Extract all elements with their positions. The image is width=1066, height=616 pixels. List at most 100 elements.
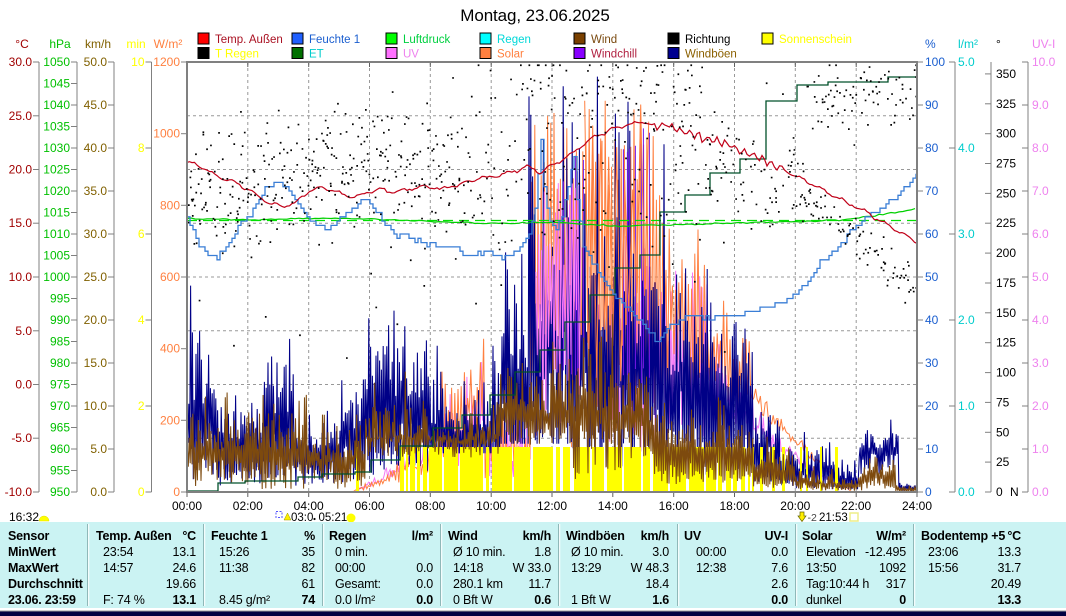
- svg-text:hPa: hPa: [49, 37, 71, 51]
- svg-text:225: 225: [996, 216, 1016, 230]
- svg-text:15:56: 15:56: [928, 561, 959, 575]
- svg-text:10:00: 10:00: [476, 499, 506, 513]
- svg-text:1000: 1000: [43, 270, 70, 284]
- svg-text:10: 10: [925, 442, 939, 456]
- svg-text:18:00: 18:00: [719, 499, 749, 513]
- svg-text:14:57: 14:57: [103, 561, 134, 575]
- svg-text:150: 150: [996, 306, 1016, 320]
- svg-text:23:54: 23:54: [103, 545, 134, 559]
- svg-text:75: 75: [996, 395, 1010, 409]
- svg-text:16:00: 16:00: [659, 499, 689, 513]
- svg-text:4: 4: [138, 313, 145, 327]
- svg-text:12:38: 12:38: [696, 561, 727, 575]
- svg-text:100: 100: [996, 366, 1016, 380]
- svg-text:F: 74 %: F: 74 %: [103, 593, 145, 607]
- svg-text:8.0: 8.0: [1032, 141, 1049, 155]
- svg-text:13.3: 13.3: [997, 545, 1021, 559]
- svg-text:2: 2: [138, 399, 145, 413]
- svg-text:Solar: Solar: [802, 529, 833, 543]
- svg-text:30.0: 30.0: [9, 55, 33, 69]
- svg-text:MaxWert: MaxWert: [8, 561, 60, 575]
- svg-text:02:00: 02:00: [233, 499, 263, 513]
- svg-text:Windböen: Windböen: [685, 49, 737, 61]
- svg-text:990: 990: [50, 313, 70, 327]
- svg-text:280.1 km: 280.1 km: [453, 577, 503, 591]
- svg-text:995: 995: [50, 292, 70, 306]
- svg-text:6: 6: [138, 227, 145, 241]
- svg-text:11.7: 11.7: [528, 577, 551, 591]
- svg-text:Sensor: Sensor: [8, 529, 50, 543]
- svg-text:200: 200: [996, 246, 1016, 260]
- svg-text:13:29: 13:29: [571, 561, 602, 575]
- svg-text:Gesamt:: Gesamt:: [335, 577, 381, 591]
- svg-text:1 Bft W: 1 Bft W: [571, 593, 611, 607]
- svg-text:1050: 1050: [43, 55, 70, 69]
- svg-text:0.0: 0.0: [958, 485, 975, 499]
- svg-text:23:06: 23:06: [928, 545, 959, 559]
- svg-text:1010: 1010: [43, 227, 70, 241]
- svg-text:-5.0: -5.0: [11, 431, 32, 445]
- svg-text:300: 300: [996, 127, 1016, 141]
- svg-text:20:00: 20:00: [780, 499, 810, 513]
- svg-text:Richtung: Richtung: [685, 34, 730, 46]
- svg-text:40: 40: [925, 313, 939, 327]
- svg-text:4.0: 4.0: [958, 141, 975, 155]
- svg-text:13.1: 13.1: [172, 593, 196, 607]
- svg-text:0.6: 0.6: [534, 593, 551, 607]
- svg-text:16:32: 16:32: [9, 510, 39, 524]
- svg-text:12:00: 12:00: [537, 499, 567, 513]
- svg-text:3.0: 3.0: [652, 545, 669, 559]
- svg-text:7.0: 7.0: [1032, 184, 1049, 198]
- svg-text:1092: 1092: [879, 561, 906, 575]
- svg-text:Wind: Wind: [448, 529, 478, 543]
- svg-text:04:00: 04:00: [294, 499, 324, 513]
- svg-text:90: 90: [925, 98, 939, 112]
- svg-text:35.0: 35.0: [84, 184, 108, 198]
- svg-text:Durchschnitt: Durchschnitt: [8, 577, 84, 591]
- svg-text:1040: 1040: [43, 98, 70, 112]
- svg-text:%: %: [304, 529, 315, 543]
- svg-text:20.0: 20.0: [9, 163, 33, 177]
- svg-text:4.0: 4.0: [1032, 313, 1049, 327]
- svg-text:30.0: 30.0: [84, 227, 108, 241]
- svg-text:°C: °C: [15, 37, 29, 51]
- svg-text:24:00: 24:00: [902, 499, 932, 513]
- svg-text:600: 600: [160, 270, 180, 284]
- svg-text:61: 61: [301, 577, 315, 591]
- svg-text:dunkel: dunkel: [806, 593, 842, 607]
- svg-text:W/m²: W/m²: [876, 529, 906, 543]
- svg-text:00:00: 00:00: [335, 561, 366, 575]
- svg-text:100: 100: [925, 55, 945, 69]
- svg-text:Windböen: Windböen: [566, 529, 625, 543]
- svg-text:-10.0: -10.0: [5, 485, 33, 499]
- svg-text:0: 0: [996, 485, 1003, 499]
- svg-text:1005: 1005: [43, 249, 70, 263]
- svg-text:965: 965: [50, 421, 70, 435]
- svg-text:1.8: 1.8: [534, 545, 551, 559]
- svg-text:1015: 1015: [43, 206, 70, 220]
- svg-text:%: %: [925, 37, 936, 51]
- svg-text:60: 60: [925, 227, 939, 241]
- svg-text:00:00: 00:00: [172, 499, 202, 513]
- svg-text:Windchill: Windchill: [591, 49, 637, 61]
- svg-text:10.0: 10.0: [1032, 55, 1056, 69]
- svg-text:UV-I: UV-I: [1032, 37, 1055, 51]
- svg-text:6.0: 6.0: [1032, 227, 1049, 241]
- svg-text:22:00: 22:00: [841, 499, 871, 513]
- svg-text:200: 200: [160, 413, 180, 427]
- svg-text:20: 20: [925, 399, 939, 413]
- svg-text:1200: 1200: [153, 55, 180, 69]
- svg-text:km/h: km/h: [85, 37, 111, 51]
- svg-text:Ø 10 min.: Ø 10 min.: [571, 545, 623, 559]
- svg-text:0.0: 0.0: [1032, 485, 1049, 499]
- svg-text:800: 800: [160, 198, 180, 212]
- svg-text:13:50: 13:50: [806, 561, 837, 575]
- svg-text:31.7: 31.7: [997, 561, 1021, 575]
- svg-text:10: 10: [131, 55, 145, 69]
- svg-text:15.0: 15.0: [9, 216, 33, 230]
- svg-text:Elevation: Elevation: [806, 545, 856, 559]
- svg-text:min: min: [126, 37, 145, 51]
- svg-text:25.0: 25.0: [9, 109, 33, 123]
- svg-text:25: 25: [996, 455, 1010, 469]
- svg-text:UV-I: UV-I: [764, 529, 788, 543]
